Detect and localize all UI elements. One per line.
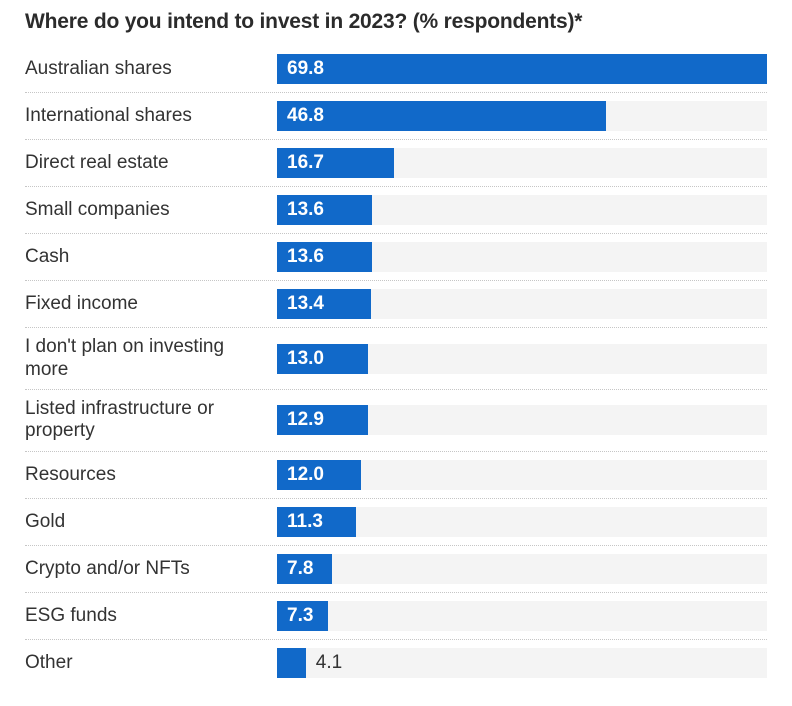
bar-track: 12.0	[277, 459, 767, 490]
bar-track: 46.8	[277, 101, 767, 132]
category-label: Crypto and/or NFTs	[25, 557, 190, 579]
chart-row: Gold 11.3	[25, 499, 767, 546]
chart-row: Other 4.1	[25, 640, 767, 686]
bar-track: 12.9	[277, 405, 767, 436]
value-label: 11.3	[287, 510, 323, 532]
bar: 69.8	[277, 54, 767, 85]
bar-track: 13.6	[277, 195, 767, 226]
chart-row: International shares 46.8	[25, 93, 767, 141]
value-label: 12.9	[287, 409, 324, 431]
bar: 16.7	[277, 148, 395, 179]
bar: 13.4	[277, 289, 372, 320]
bar: 12.9	[277, 405, 368, 436]
category-label: I don't plan on investing more	[25, 336, 225, 380]
category-label: Small companies	[25, 198, 170, 220]
chart-row: Cash 13.6	[25, 234, 767, 282]
category-label: Listed infrastructure or property	[25, 397, 215, 442]
bar: 12.0	[277, 459, 362, 490]
chart-row: Fixed income 13.4	[25, 281, 767, 329]
category-label: International shares	[25, 104, 192, 126]
value-label: 13.0	[287, 347, 324, 369]
bar	[277, 647, 306, 678]
category-label: Cash	[25, 245, 70, 267]
bar-track: 7.8	[277, 553, 767, 584]
category-label: Gold	[25, 510, 66, 532]
bar-track: 7.3	[277, 600, 767, 631]
bar: 13.6	[277, 195, 373, 226]
value-label: 7.3	[287, 604, 314, 626]
value-label: 46.8	[287, 105, 324, 127]
category-label: Australian shares	[25, 57, 172, 79]
bar: 11.3	[277, 506, 357, 537]
category-label: Other	[25, 651, 73, 673]
chart-row: Direct real estate 16.7	[25, 140, 767, 188]
value-label: 4.1	[315, 651, 343, 673]
bar: 46.8	[277, 101, 606, 132]
category-label: Resources	[25, 463, 116, 485]
bar-track: 4.1	[277, 647, 767, 678]
bar-track: 69.8	[277, 54, 767, 85]
bar-track: 13.4	[277, 289, 767, 320]
value-label: 69.8	[287, 58, 324, 80]
chart-row: Australian shares 69.8	[25, 46, 767, 94]
chart-row: Listed infrastructure or property 12.9	[25, 390, 767, 452]
chart-row: ESG funds 7.3	[25, 593, 767, 640]
chart-rows: Australian shares 69.8 International share…	[25, 46, 767, 686]
bar: 13.0	[277, 343, 369, 374]
chart-row: Crypto and/or NFTs 7.8	[25, 546, 767, 593]
value-label: 16.7	[287, 152, 324, 174]
bar-track: 11.3	[277, 506, 767, 537]
bar-track: 13.6	[277, 242, 767, 273]
chart-title: Where do you intend to invest in 2023? (…	[25, 10, 583, 33]
category-label: Direct real estate	[25, 151, 169, 173]
value-label: 13.6	[287, 246, 324, 268]
chart-row: I don't plan on investing more 13.0	[25, 328, 767, 390]
investment-intentions-bar-chart: Where do you intend to invest in 2023? (…	[25, 10, 767, 686]
value-label: 13.4	[287, 293, 324, 315]
bar-track: 16.7	[277, 148, 767, 179]
chart-row: Resources 12.0	[25, 452, 767, 499]
chart-row: Small companies 13.6	[25, 187, 767, 235]
bar: 7.3	[277, 600, 329, 631]
bar: 13.6	[277, 242, 373, 273]
value-label: 7.8	[287, 557, 314, 579]
bar: 7.8	[277, 553, 332, 584]
value-label: 13.6	[287, 199, 324, 221]
value-label: 12.0	[287, 463, 324, 485]
category-label: ESG funds	[25, 604, 117, 626]
bar-track: 13.0	[277, 343, 767, 374]
category-label: Fixed income	[25, 292, 138, 314]
